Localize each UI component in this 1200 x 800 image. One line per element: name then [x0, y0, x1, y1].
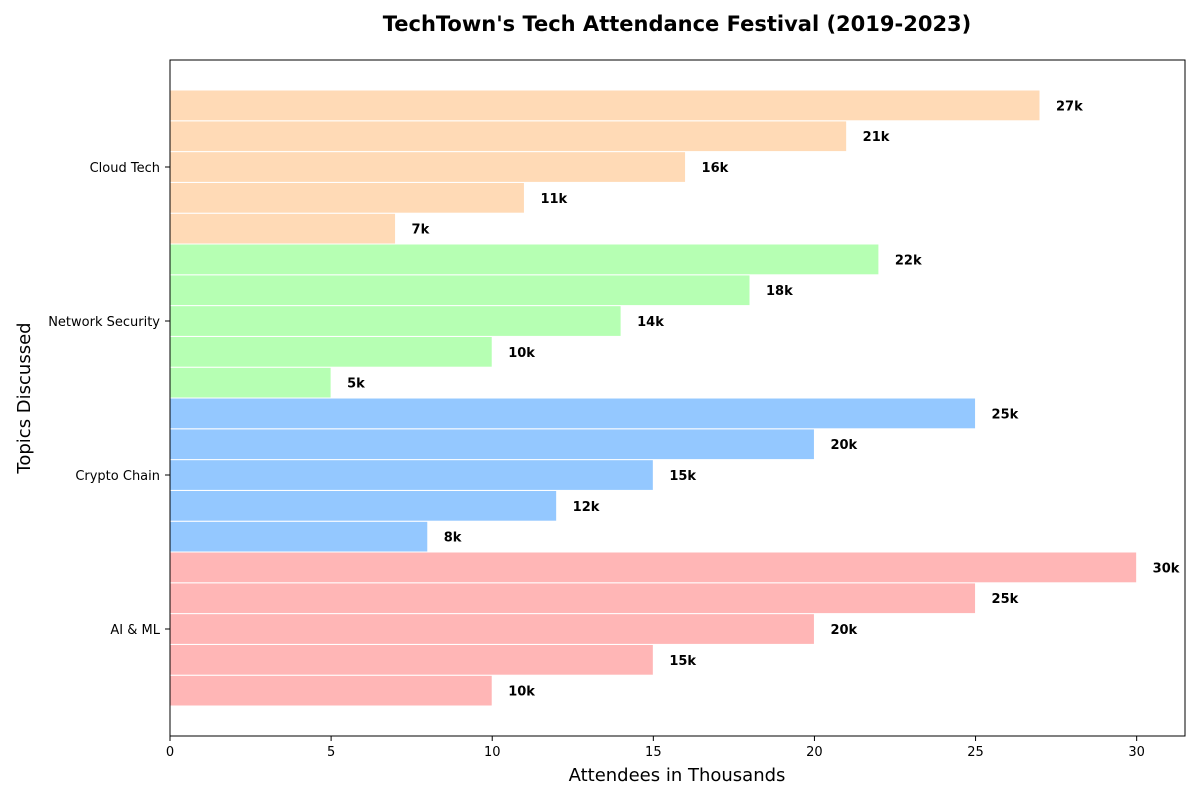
data-label: 12k — [573, 500, 600, 515]
bar — [169, 459, 654, 491]
bar — [169, 582, 977, 615]
bar — [169, 212, 397, 245]
x-tick-label: 0 — [166, 745, 174, 760]
data-label: 5k — [347, 377, 365, 392]
data-label: 15k — [669, 654, 696, 669]
y-axis: AI & ML Crypto Chain Network Security Cloud… — [48, 161, 170, 638]
y-tick-label: Crypto Chain — [75, 469, 160, 484]
bars-layer: 10k 15k 20k 25k 30k 8k 12k 15k 20k 25k 5k 10k 14k 18k… — [169, 89, 1180, 707]
bar — [169, 243, 880, 276]
x-tick-label: 20 — [806, 745, 823, 760]
data-label: 10k — [508, 685, 535, 700]
bar — [169, 551, 1138, 584]
data-label: 16k — [702, 161, 729, 176]
x-tick-label: 30 — [1128, 745, 1145, 760]
x-axis-label: Attendees in Thousands — [569, 765, 786, 786]
data-label: 8k — [444, 531, 462, 546]
y-tick-label: Cloud Tech — [90, 161, 160, 176]
bar — [169, 674, 493, 707]
data-label: 22k — [895, 253, 922, 268]
bar — [169, 151, 687, 183]
bar — [169, 305, 622, 337]
x-axis: 0 5 10 15 20 25 30 — [166, 736, 1145, 760]
x-tick-label: 5 — [327, 745, 335, 760]
data-label: 11k — [540, 192, 567, 207]
chart-title: TechTown's Tech Attendance Festival (201… — [383, 12, 972, 36]
bar — [169, 89, 1041, 122]
bar — [169, 366, 332, 399]
data-label: 20k — [830, 438, 857, 453]
x-tick-label: 10 — [484, 745, 501, 760]
bar — [169, 520, 429, 553]
plot-frame — [169, 59, 1186, 737]
data-label: 30k — [1153, 561, 1180, 576]
x-tick-label: 15 — [645, 745, 662, 760]
bar — [169, 181, 525, 214]
data-label: 21k — [863, 130, 890, 145]
data-label: 14k — [637, 315, 664, 330]
bar — [169, 274, 751, 307]
data-label: 18k — [766, 284, 793, 299]
data-label: 15k — [669, 469, 696, 484]
y-tick-label: AI & ML — [110, 623, 160, 638]
bar — [169, 120, 848, 153]
data-label: 20k — [830, 623, 857, 638]
data-label: 25k — [992, 592, 1019, 607]
bar — [169, 397, 977, 430]
bar — [169, 613, 815, 645]
y-tick-label: Network Security — [48, 315, 160, 330]
bar — [169, 428, 815, 461]
data-label: 27k — [1056, 99, 1083, 114]
data-label: 7k — [412, 223, 430, 238]
data-label: 10k — [508, 346, 535, 361]
bar — [169, 489, 558, 522]
x-tick-label: 25 — [967, 745, 984, 760]
bar — [169, 335, 493, 368]
data-label: 25k — [992, 407, 1019, 422]
y-axis-label: Topics Discussed — [14, 322, 35, 474]
bar — [169, 643, 654, 676]
